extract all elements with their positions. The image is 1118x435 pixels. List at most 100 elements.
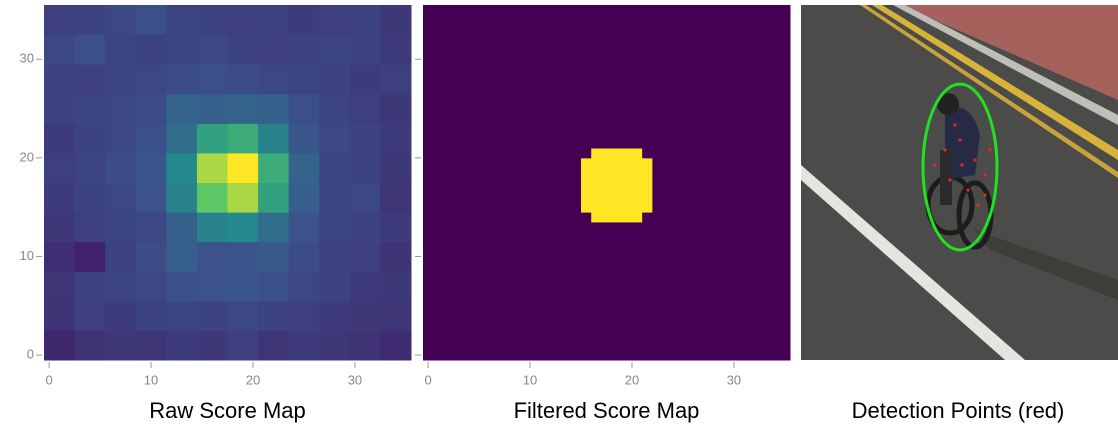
heatmap-cell <box>380 183 411 213</box>
heatmap-cell <box>105 212 136 242</box>
heatmap-cell <box>44 271 75 301</box>
heatmap-cell <box>166 183 197 213</box>
heatmap-cell <box>197 183 228 213</box>
heatmap-cell <box>319 123 350 153</box>
heatmap-cell <box>258 35 289 65</box>
heatmap-cell <box>319 212 350 242</box>
heatmap-cell <box>642 158 653 213</box>
heatmap-cell <box>350 301 381 331</box>
heatmap-cell <box>319 330 350 360</box>
heatmap-cell <box>44 183 75 213</box>
heatmap-cell <box>350 330 381 360</box>
heatmap-cell <box>136 5 167 35</box>
heatmap-cell <box>44 94 75 124</box>
heatmap-cell <box>380 153 411 183</box>
heatmap-cell <box>380 271 411 301</box>
heatmap <box>44 5 412 361</box>
heatmap-cell <box>44 212 75 242</box>
caption: Detection Points (red) <box>852 398 1065 423</box>
heatmap-cell <box>258 64 289 94</box>
heatmap-cell <box>380 94 411 124</box>
heatmap-cell <box>319 183 350 213</box>
heatmap <box>423 5 791 361</box>
heatmap-cell <box>591 158 642 213</box>
heatmap-cell <box>350 212 381 242</box>
heatmap-cell <box>228 35 259 65</box>
heatmap-cell <box>423 222 582 361</box>
heatmap-cell <box>581 212 592 222</box>
heatmap-cell <box>228 301 259 331</box>
heatmap-cell <box>136 330 167 360</box>
heatmap-cell <box>581 5 592 148</box>
heatmap-cell <box>44 330 75 360</box>
heatmap-cell <box>423 158 582 213</box>
heatmap-cell <box>166 212 197 242</box>
heatmap-cell <box>197 330 228 360</box>
heatmap-cell <box>581 148 592 158</box>
heatmap-cell <box>423 5 582 148</box>
figure: Detection Points (red) 01020300102030Raw… <box>0 0 1118 430</box>
x-tick-label: 0 <box>45 372 52 387</box>
heatmap-cell <box>44 35 75 65</box>
heatmap-cell <box>44 301 75 331</box>
heatmap-cell <box>228 183 259 213</box>
heatmap-cell <box>197 271 228 301</box>
heatmap-cell <box>289 94 320 124</box>
heatmap-cell <box>319 271 350 301</box>
heatmap-cell <box>591 148 642 158</box>
heatmap-cell <box>350 64 381 94</box>
heatmap-cell <box>319 64 350 94</box>
heatmap-cell <box>166 242 197 272</box>
heatmap-cell <box>350 94 381 124</box>
heatmap-cell <box>380 64 411 94</box>
heatmap-cell <box>105 153 136 183</box>
heatmap-cell <box>380 242 411 272</box>
heatmap-cell <box>350 123 381 153</box>
heatmap-cell <box>228 153 259 183</box>
heatmap-cell <box>642 222 653 361</box>
heatmap-cell <box>136 183 167 213</box>
heatmap-cell <box>105 64 136 94</box>
heatmap-cell <box>228 330 259 360</box>
heatmap-cell <box>350 271 381 301</box>
heatmap-cell <box>652 212 790 222</box>
heatmap-cell <box>289 271 320 301</box>
heatmap-cell <box>380 123 411 153</box>
heatmap-cell <box>289 123 320 153</box>
heatmap-cell <box>258 153 289 183</box>
photo: Detection Points (red) <box>801 5 1118 423</box>
heatmap-cell <box>197 212 228 242</box>
heatmap-cell <box>105 301 136 331</box>
heatmap-cell <box>258 271 289 301</box>
heatmap-cell <box>289 35 320 65</box>
heatmap-cell <box>136 301 167 331</box>
heatmap-cell <box>75 242 106 272</box>
heatmap-cell <box>591 5 642 148</box>
heatmap-cell <box>75 301 106 331</box>
heatmap-cell <box>197 242 228 272</box>
heatmap-cell <box>228 64 259 94</box>
x-tick-label: 10 <box>144 372 158 387</box>
x-tick-label: 30 <box>727 372 741 387</box>
heatmap-cell <box>197 123 228 153</box>
heatmap-cell <box>319 153 350 183</box>
heatmap-cell <box>75 94 106 124</box>
heatmap-cell <box>166 153 197 183</box>
heatmap-cell <box>258 123 289 153</box>
heatmap-cell <box>166 64 197 94</box>
heatmap-cell <box>591 212 642 222</box>
y-tick-label: 0 <box>27 347 34 362</box>
y-tick-label: 10 <box>20 248 34 263</box>
heatmap-cell <box>228 271 259 301</box>
heatmap-cell <box>581 158 592 213</box>
leg <box>940 150 952 205</box>
heatmap-cell <box>642 148 653 158</box>
x-tick-label: 20 <box>625 372 639 387</box>
heatmap-cell <box>105 123 136 153</box>
heatmap-cell <box>258 183 289 213</box>
heatmap-cell <box>350 5 381 35</box>
heatmap-cell <box>75 183 106 213</box>
heatmap-cell <box>652 222 790 361</box>
heatmap-cell <box>319 5 350 35</box>
heatmap-cell <box>289 212 320 242</box>
